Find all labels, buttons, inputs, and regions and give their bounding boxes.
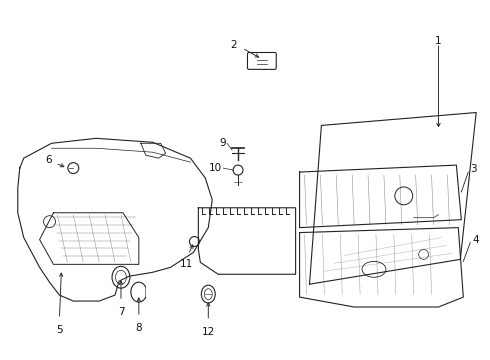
Text: 3: 3 <box>470 164 477 174</box>
Text: 2: 2 <box>230 40 237 50</box>
Text: 1: 1 <box>435 36 442 46</box>
Text: 9: 9 <box>220 138 226 148</box>
Text: 6: 6 <box>45 155 51 165</box>
Text: 5: 5 <box>56 325 63 335</box>
Text: 7: 7 <box>118 307 124 317</box>
Text: 11: 11 <box>180 260 193 269</box>
Text: 10: 10 <box>209 163 222 173</box>
Text: 8: 8 <box>136 323 142 333</box>
Text: 12: 12 <box>202 327 215 337</box>
Text: 4: 4 <box>472 234 479 244</box>
